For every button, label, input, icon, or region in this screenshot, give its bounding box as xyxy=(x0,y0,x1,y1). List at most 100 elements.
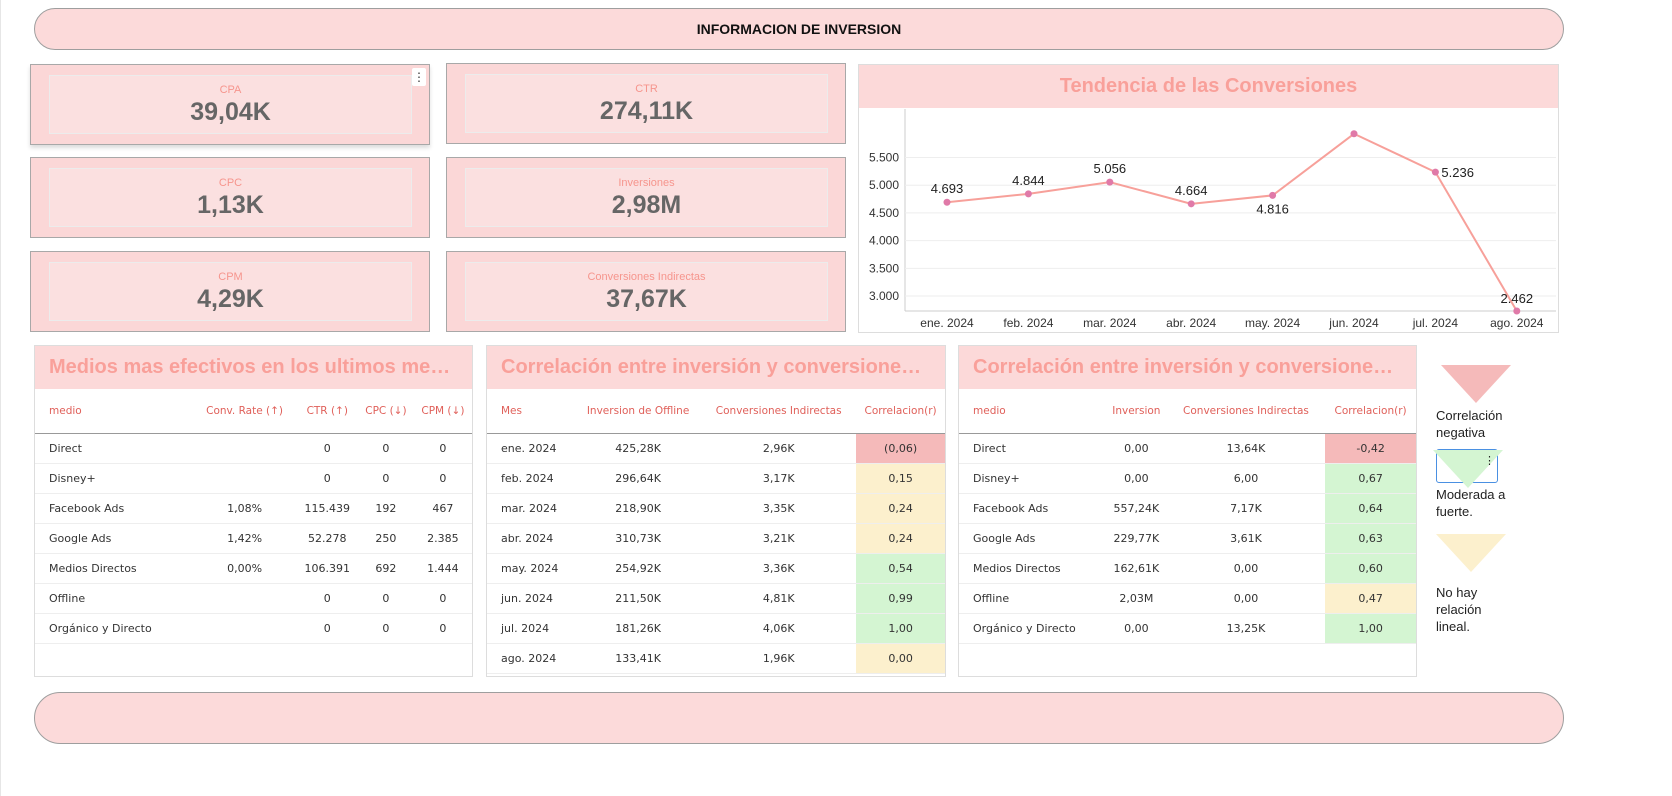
kpi-card-cpm[interactable]: CPM 4,29K xyxy=(30,251,430,332)
column-header[interactable]: Inversion xyxy=(1105,389,1167,434)
table-cell: 0 xyxy=(413,463,472,494)
table-cell: 192 xyxy=(357,493,414,524)
table-row: jun. 2024 211,50K 4,81K 0,99 xyxy=(487,583,945,614)
data-label: 4.664 xyxy=(1175,183,1208,198)
table-cell xyxy=(192,613,297,644)
header-banner: INFORMACION DE INVERSION xyxy=(34,8,1564,50)
kpi-card-cpa[interactable]: CPA 39,04K ⋮ xyxy=(30,64,430,145)
table-cell xyxy=(192,463,297,494)
table-cell: 3,61K xyxy=(1166,523,1326,554)
table-cell: Medios Directos xyxy=(35,553,193,584)
table-title: Medios mas efectivos en los ultimos mese… xyxy=(35,346,472,389)
column-header[interactable]: Conversiones Indirectas xyxy=(701,389,857,434)
table-row: Google Ads 229,77K 3,61K 0,63 xyxy=(959,523,1416,554)
table-row: Offline 2,03M 0,00 0,47 xyxy=(959,583,1416,614)
y-tick-label: 4.000 xyxy=(869,234,899,248)
kpi-value: 274,11K xyxy=(599,97,694,125)
kpi-card-conversiones-indirectas[interactable]: Conversiones Indirectas 37,67K xyxy=(446,251,846,332)
triangle-down-icon xyxy=(1441,365,1511,403)
column-header[interactable]: medio xyxy=(35,389,193,434)
table-cell: feb. 2024 xyxy=(487,463,575,494)
table-row: Orgánico y Directo 0 0 0 xyxy=(35,613,472,644)
data-point[interactable] xyxy=(943,198,951,206)
table-cell: 0 xyxy=(357,613,414,644)
table-cell: 4,06K xyxy=(701,613,857,644)
table-row: jul. 2024 181,26K 4,06K 1,00 xyxy=(487,613,945,644)
table-cell: 0,00 xyxy=(1105,433,1167,464)
legend-label: No hay relación lineal. xyxy=(1436,585,1482,634)
triangle-down-icon xyxy=(1433,450,1503,488)
data-label: 4.693 xyxy=(931,181,964,196)
table-cell: Offline xyxy=(35,583,193,614)
column-header[interactable]: Inversion de Offline xyxy=(574,389,702,434)
table-cell: 1,42% xyxy=(192,523,297,554)
column-header[interactable]: medio xyxy=(959,389,1106,434)
table-cell: 0 xyxy=(357,433,414,464)
table-row: Direct 0,00 13,64K -0,42 xyxy=(959,433,1416,464)
table-cell: Direct xyxy=(959,433,1106,464)
table-cell: 254,92K xyxy=(574,553,702,584)
data-point[interactable] xyxy=(1187,200,1195,208)
monthly-correlation-table: Correlación entre inversión y conversion… xyxy=(486,345,946,677)
table-cell: 52.278 xyxy=(296,523,358,554)
x-tick-label: ago. 2024 xyxy=(1490,316,1544,330)
table-cell: 1,00 xyxy=(856,613,945,644)
table-cell: 13,64K xyxy=(1166,433,1326,464)
table-cell: 2,03M xyxy=(1105,583,1167,614)
column-header[interactable]: Conversiones Indirectas xyxy=(1166,389,1326,434)
data-point[interactable] xyxy=(1431,168,1439,176)
table-cell: 0,47 xyxy=(1325,583,1416,614)
table-row: Disney+ 0 0 0 xyxy=(35,463,472,494)
table-cell xyxy=(192,583,297,614)
kpi-value: 39,04K xyxy=(190,98,271,126)
line-chart: 3.000 3.500 4.000 4.500 5.000 5.500 ene. 2024 f… xyxy=(869,109,1556,330)
table-cell: 557,24K xyxy=(1105,493,1167,524)
table-cell: mar. 2024 xyxy=(487,493,575,524)
data-point[interactable] xyxy=(1513,307,1521,315)
column-header[interactable]: Correlacion(r) xyxy=(1325,389,1416,434)
table-cell: 0,15 xyxy=(856,463,945,494)
x-tick-label: may. 2024 xyxy=(1245,316,1300,330)
more-options-icon[interactable]: ⋮ xyxy=(412,68,426,86)
table-cell: 0,00% xyxy=(192,553,297,584)
table-cell: 0,24 xyxy=(856,493,945,524)
table-cell: 0,00 xyxy=(1166,583,1326,614)
column-header[interactable]: Mes xyxy=(487,389,575,434)
kpi-card-inversiones[interactable]: Inversiones 2,98M xyxy=(446,157,846,238)
table-cell: may. 2024 xyxy=(487,553,575,584)
table-cell: 229,77K xyxy=(1105,523,1167,554)
kpi-card-cpc[interactable]: CPC 1,13K xyxy=(30,157,430,238)
x-tick-label: feb. 2024 xyxy=(1003,316,1053,330)
table-cell: 211,50K xyxy=(574,583,702,614)
column-header[interactable]: Conv. Rate (↑) xyxy=(192,389,297,434)
table-cell: 250 xyxy=(357,523,414,554)
table-cell: 0,00 xyxy=(856,643,945,674)
kpi-label: Inversiones xyxy=(618,177,675,189)
column-header[interactable]: CTR (↑) xyxy=(296,389,358,434)
column-header[interactable]: CPC (↓) xyxy=(357,389,414,434)
table-cell: 0,00 xyxy=(1105,613,1167,644)
table-cell: 2,96K xyxy=(701,433,857,464)
table-cell: (0,06) xyxy=(856,433,945,464)
data-point[interactable] xyxy=(1024,190,1032,198)
table-cell: 6,00 xyxy=(1166,463,1326,494)
table-cell: 3,17K xyxy=(701,463,857,494)
table-cell: 0,67 xyxy=(1325,463,1416,494)
conversions-trend-chart[interactable]: Tendencia de las Conversiones 3.000 3.500… xyxy=(858,64,1559,333)
table-row: Medios Directos 0,00% 106.391 692 1.444 xyxy=(35,553,472,584)
table-cell: 0,64 xyxy=(1325,493,1416,524)
column-header[interactable]: Correlacion(r) xyxy=(856,389,945,434)
legend-negative: Correlación negativa xyxy=(1436,365,1531,441)
x-tick-label: jun. 2024 xyxy=(1328,316,1379,330)
data-point[interactable] xyxy=(1269,191,1277,199)
y-tick-label: 3.000 xyxy=(869,289,899,303)
table-cell xyxy=(192,433,297,464)
legend-none: No hay relación lineal. xyxy=(1436,534,1531,635)
table-cell: 3,21K xyxy=(701,523,857,554)
data-point[interactable] xyxy=(1106,178,1114,186)
column-header[interactable]: CPM (↓) xyxy=(413,389,472,434)
more-options-icon[interactable]: ⋮ xyxy=(1484,455,1495,467)
kpi-card-ctr[interactable]: CTR 274,11K xyxy=(446,63,846,144)
table-cell: 3,35K xyxy=(701,493,857,524)
data-point[interactable] xyxy=(1350,130,1358,138)
